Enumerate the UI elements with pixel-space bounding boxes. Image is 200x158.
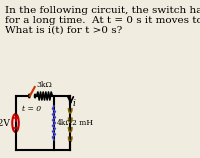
Text: What is i(t) for t >0 s?: What is i(t) for t >0 s? (5, 26, 123, 35)
Circle shape (34, 94, 36, 98)
Text: 4kΩ: 4kΩ (56, 119, 72, 127)
Text: In the following circuit, the switch has been closed: In the following circuit, the switch has… (5, 6, 200, 15)
Text: 12V: 12V (0, 118, 10, 128)
Text: for a long time.  At t = 0 s it moves to open position.: for a long time. At t = 0 s it moves to … (5, 16, 200, 25)
Circle shape (29, 94, 30, 98)
Text: 3kΩ: 3kΩ (37, 81, 52, 89)
Text: 2 mH: 2 mH (72, 119, 93, 127)
Text: i: i (72, 98, 75, 107)
Text: t = 0: t = 0 (22, 105, 41, 113)
